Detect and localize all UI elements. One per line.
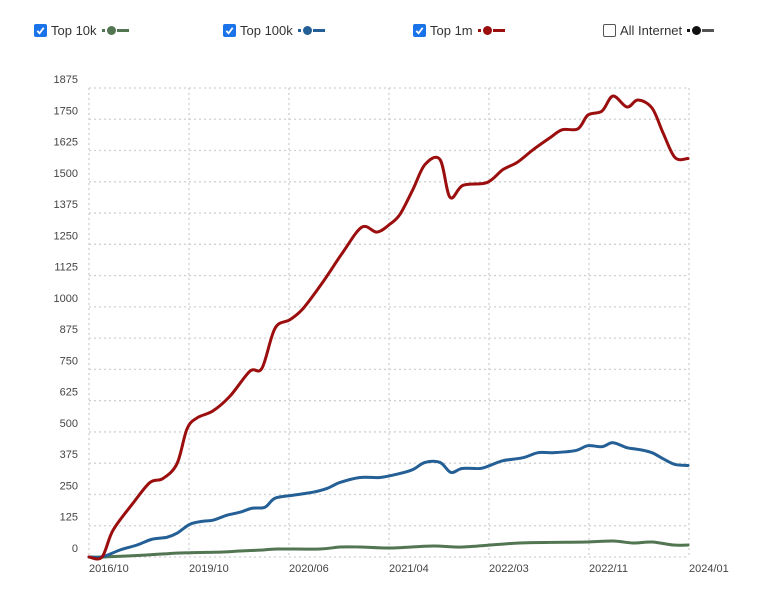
x-tick-label: 2016/10 [89, 563, 129, 575]
x-tick-label: 2021/04 [389, 563, 429, 575]
y-tick-label: 625 [60, 387, 78, 399]
y-tick-label: 1375 [54, 199, 78, 211]
x-tick-label: 2022/11 [589, 563, 628, 575]
check-icon [415, 26, 424, 35]
checkbox-top-10k[interactable] [34, 23, 47, 37]
y-tick-label: 1625 [54, 137, 78, 149]
check-icon [36, 26, 45, 35]
legend-item-top-100k[interactable]: Top 100k [223, 21, 325, 39]
legend-line-marker-icon [101, 25, 129, 35]
legend-label: All Internet [620, 22, 683, 38]
y-tick-label: 1875 [54, 74, 78, 86]
y-tick-label: 375 [60, 449, 78, 461]
check-icon [225, 26, 234, 35]
y-tick-label: 1750 [54, 105, 78, 117]
series-line-top-10k [87, 539, 690, 559]
y-tick-label: 875 [60, 324, 78, 336]
y-tick-label: 125 [60, 512, 78, 524]
legend-line-marker-icon [477, 25, 505, 35]
x-tick-label: 2024/01 [689, 563, 729, 575]
series-line-top-100k [87, 441, 690, 560]
legend-item-top-1m[interactable]: Top 1m [413, 21, 505, 39]
y-tick-label: 500 [60, 418, 78, 430]
legend-item-all-internet[interactable]: All Internet [603, 21, 715, 39]
series-line-top-1m [87, 94, 690, 561]
x-tick-label: 2019/10 [189, 563, 229, 575]
x-tick-label: 2020/06 [289, 563, 329, 575]
checkbox-all-internet[interactable] [603, 23, 616, 37]
y-tick-label: 0 [72, 543, 78, 555]
legend-line-marker-icon [297, 25, 325, 35]
y-tick-label: 750 [60, 355, 78, 367]
legend-label: Top 1m [430, 22, 473, 38]
y-tick-label: 1500 [54, 168, 78, 180]
checkbox-top-1m[interactable] [413, 23, 426, 37]
checkbox-top-100k[interactable] [223, 23, 236, 37]
legend-line-marker-icon [687, 25, 715, 35]
legend-item-top-10k[interactable]: Top 10k [34, 21, 129, 39]
y-tick-label: 1000 [54, 293, 78, 305]
legend-label: Top 100k [240, 22, 293, 38]
y-tick-label: 250 [60, 480, 78, 492]
legend-label: Top 10k [51, 22, 97, 38]
y-tick-label: 1250 [54, 230, 78, 242]
y-tick-label: 1125 [54, 262, 78, 274]
x-tick-label: 2022/03 [489, 563, 529, 575]
